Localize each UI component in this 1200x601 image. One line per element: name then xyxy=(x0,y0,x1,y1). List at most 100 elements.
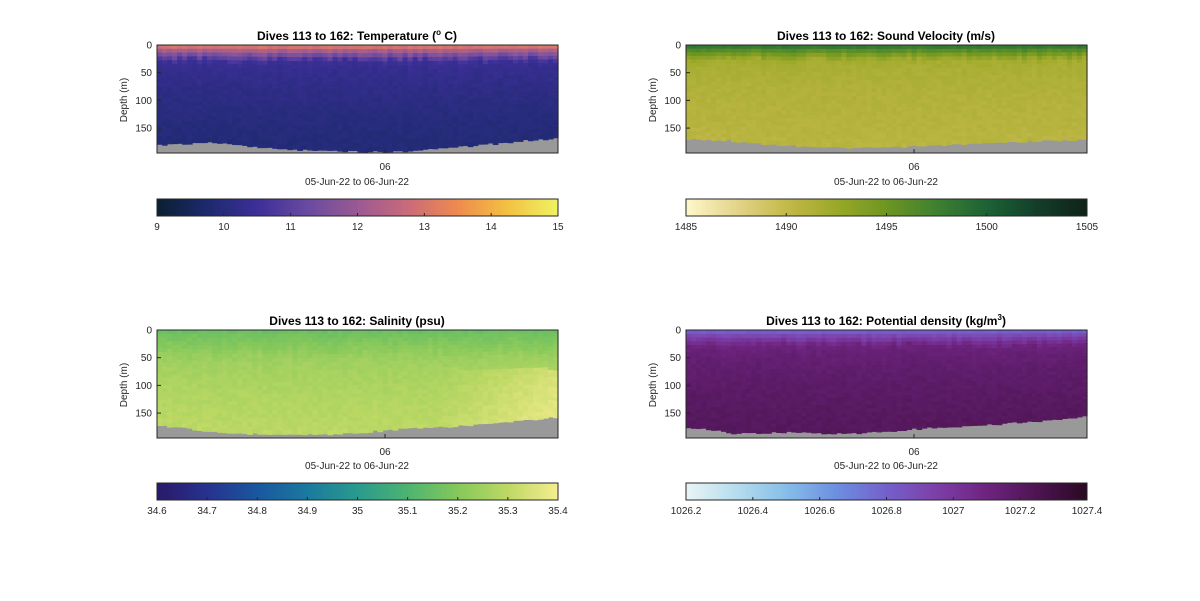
heatmap-cell xyxy=(472,126,479,131)
heatmap-cell xyxy=(462,118,469,123)
heatmap-cell xyxy=(312,130,318,135)
heatmap-cell xyxy=(207,56,213,61)
heatmap-cell xyxy=(207,345,213,351)
heatmap-cell xyxy=(187,79,193,84)
heatmap-cell xyxy=(227,105,233,111)
heatmap-cell xyxy=(806,111,812,116)
heatmap-cell xyxy=(966,120,973,126)
heatmap-cell xyxy=(432,120,439,126)
heatmap-cell xyxy=(342,57,349,62)
heatmap-cell xyxy=(507,97,514,102)
heatmap-cell xyxy=(207,119,213,124)
heatmap-cell xyxy=(197,52,203,57)
heatmap-cell xyxy=(1001,89,1008,95)
heatmap-cell xyxy=(202,82,208,87)
heatmap-cell xyxy=(1026,114,1033,119)
heatmap-cell xyxy=(242,79,248,85)
heatmap-column xyxy=(407,45,414,152)
heatmap-cell xyxy=(462,87,469,92)
heatmap-cell xyxy=(187,48,193,54)
heatmap-cell xyxy=(187,382,193,388)
heatmap-cell xyxy=(532,96,539,101)
heatmap-cell xyxy=(766,125,772,130)
heatmap-cell xyxy=(851,72,858,78)
heatmap-cell xyxy=(1061,106,1068,112)
heatmap-cell xyxy=(177,400,183,406)
heatmap-cell xyxy=(172,82,178,88)
heatmap-cell xyxy=(542,128,549,133)
heatmap-cell xyxy=(856,64,863,70)
heatmap-cell xyxy=(951,136,958,141)
heatmap-cell xyxy=(831,95,837,101)
heatmap-cell xyxy=(182,86,188,92)
heatmap-cell xyxy=(507,105,514,110)
heatmap-cell xyxy=(197,116,203,121)
heatmap-cell xyxy=(552,48,559,53)
heatmap-cell xyxy=(222,116,228,121)
heatmap-cell xyxy=(162,373,168,379)
heatmap-cell xyxy=(936,48,943,54)
heatmap-cell xyxy=(1036,63,1043,68)
heatmap-cell xyxy=(392,81,399,87)
heatmap-cell xyxy=(197,56,203,61)
heatmap-cell xyxy=(721,85,727,90)
heatmap-cell xyxy=(422,129,429,134)
heatmap-cell xyxy=(981,134,988,140)
heatmap-cell xyxy=(786,129,792,135)
heatmap-cell xyxy=(457,87,464,93)
heatmap-cell xyxy=(1046,128,1053,134)
heatmap-cell xyxy=(282,84,288,90)
heatmap-cell xyxy=(1061,125,1068,130)
heatmap-cell xyxy=(402,118,409,124)
heatmap-cell xyxy=(781,122,787,127)
heatmap-cell xyxy=(277,144,283,150)
heatmap-cell xyxy=(916,60,923,65)
heatmap-cell xyxy=(442,56,449,62)
heatmap-cell xyxy=(372,110,379,115)
colorbar-segment xyxy=(511,199,516,216)
heatmap-cell xyxy=(906,141,913,147)
heatmap-cell xyxy=(387,53,394,58)
heatmap-cell xyxy=(931,121,938,127)
heatmap-cell xyxy=(352,146,359,151)
heatmap-cell xyxy=(941,91,948,96)
heatmap-cell xyxy=(427,52,434,58)
heatmap-cell xyxy=(926,75,933,81)
heatmap-cell xyxy=(1016,119,1023,124)
colorbar-segment xyxy=(789,199,794,216)
heatmap-cell xyxy=(951,56,958,61)
heatmap-cell xyxy=(891,111,898,116)
heatmap-cell xyxy=(472,56,479,62)
heatmap-column xyxy=(811,45,817,148)
heatmap-cell xyxy=(926,98,933,104)
heatmap-cell xyxy=(217,357,223,363)
heatmap-cell xyxy=(232,140,238,146)
heatmap-cell xyxy=(487,109,494,114)
heatmap-cell xyxy=(846,124,853,129)
heatmap-cell xyxy=(826,56,832,62)
heatmap-cell xyxy=(696,59,702,64)
heatmap-cell xyxy=(856,68,863,74)
heatmap-cell xyxy=(966,60,973,65)
heatmap-cell xyxy=(856,143,863,148)
heatmap-cell xyxy=(1006,126,1013,131)
heatmap-cell xyxy=(811,119,817,124)
heatmap-cell xyxy=(352,134,359,139)
heatmap-cell xyxy=(207,115,213,120)
heatmap-cell xyxy=(1061,81,1068,86)
heatmap-cell xyxy=(751,48,757,54)
heatmap-cell xyxy=(547,66,554,71)
heatmap-cell xyxy=(542,114,549,119)
heatmap-cell xyxy=(776,45,782,50)
heatmap-cell xyxy=(916,110,923,116)
heatmap-cell xyxy=(377,102,384,107)
heatmap-cell xyxy=(841,88,847,93)
heatmap-cell xyxy=(701,74,707,79)
heatmap-cell xyxy=(811,123,817,128)
heatmap-cell xyxy=(552,126,559,132)
heatmap-cell xyxy=(896,126,903,132)
heatmap-cell xyxy=(1071,118,1078,123)
heatmap-cell xyxy=(1031,63,1038,68)
heatmap-cell xyxy=(222,120,228,125)
heatmap-cell xyxy=(916,118,923,124)
